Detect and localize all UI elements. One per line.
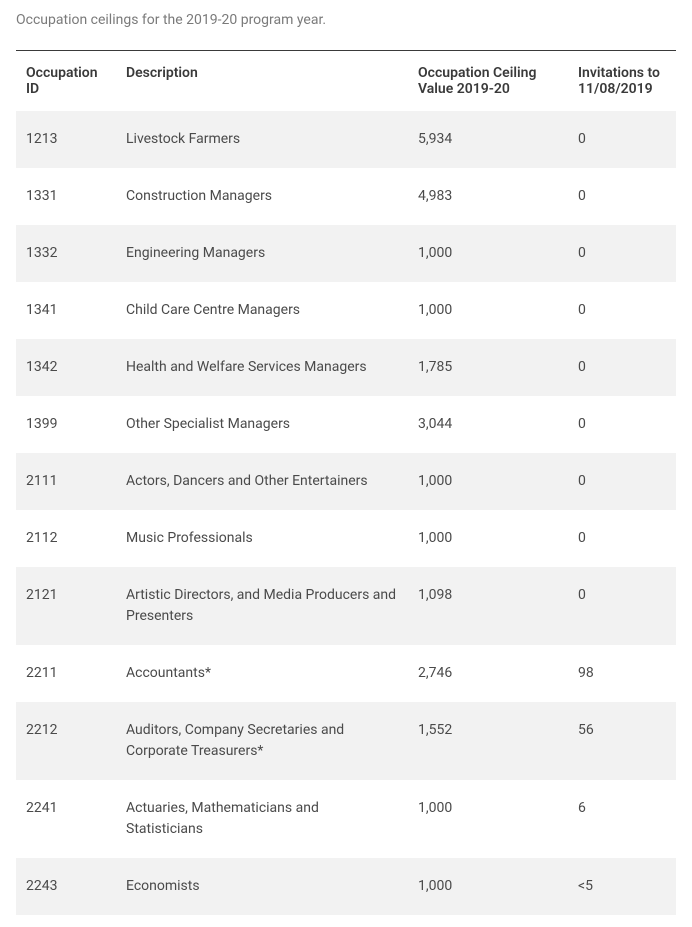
table-row: 1213Livestock Farmers5,9340 [16, 111, 676, 168]
cell-id: 2121 [16, 567, 116, 645]
table-row: 1399Other Specialist Managers3,0440 [16, 396, 676, 453]
cell-ceiling: 1,552 [408, 702, 568, 780]
cell-ceiling: 1,098 [408, 567, 568, 645]
table-row: 1341Child Care Centre Managers1,0000 [16, 282, 676, 339]
cell-ceiling: 1,000 [408, 780, 568, 858]
cell-desc: Child Care Centre Managers [116, 282, 408, 339]
cell-ceiling: 5,934 [408, 111, 568, 168]
column-header-ceiling: Occupation Ceiling Value 2019-20 [408, 51, 568, 112]
cell-id: 2111 [16, 453, 116, 510]
cell-desc: Health and Welfare Services Managers [116, 339, 408, 396]
cell-desc: Economists [116, 858, 408, 915]
cell-desc: Artistic Directors, and Media Producers … [116, 567, 408, 645]
cell-id: 2243 [16, 858, 116, 915]
table-row: 1342Health and Welfare Services Managers… [16, 339, 676, 396]
table-row: 2211Accountants*2,74698 [16, 645, 676, 702]
table-header-row: Occupation IDDescriptionOccupation Ceili… [16, 51, 676, 112]
cell-inv: 0 [568, 453, 676, 510]
cell-inv: 0 [568, 396, 676, 453]
cell-inv: 0 [568, 510, 676, 567]
table-row: 1332Engineering Managers1,0000 [16, 225, 676, 282]
cell-desc: Actors, Dancers and Other Entertainers [116, 453, 408, 510]
table-body: 1213Livestock Farmers5,93401331Construct… [16, 111, 676, 915]
cell-inv: 0 [568, 111, 676, 168]
cell-id: 1213 [16, 111, 116, 168]
cell-desc: Accountants* [116, 645, 408, 702]
cell-ceiling: 4,983 [408, 168, 568, 225]
cell-desc: Actuaries, Mathematicians and Statistici… [116, 780, 408, 858]
cell-inv: 0 [568, 567, 676, 645]
cell-ceiling: 1,000 [408, 858, 568, 915]
table-row: 2111Actors, Dancers and Other Entertaine… [16, 453, 676, 510]
cell-inv: <5 [568, 858, 676, 915]
cell-inv: 0 [568, 339, 676, 396]
cell-ceiling: 1,000 [408, 453, 568, 510]
cell-desc: Auditors, Company Secretaries and Corpor… [116, 702, 408, 780]
cell-ceiling: 1,785 [408, 339, 568, 396]
cell-id: 1342 [16, 339, 116, 396]
cell-inv: 98 [568, 645, 676, 702]
cell-id: 1332 [16, 225, 116, 282]
cell-desc: Other Specialist Managers [116, 396, 408, 453]
table-row: 2241Actuaries, Mathematicians and Statis… [16, 780, 676, 858]
column-header-id: Occupation ID [16, 51, 116, 112]
cell-desc: Livestock Farmers [116, 111, 408, 168]
cell-desc: Construction Managers [116, 168, 408, 225]
cell-id: 1341 [16, 282, 116, 339]
cell-id: 2211 [16, 645, 116, 702]
table-row: 2112Music Professionals1,0000 [16, 510, 676, 567]
cell-ceiling: 2,746 [408, 645, 568, 702]
cell-id: 2212 [16, 702, 116, 780]
cell-inv: 0 [568, 225, 676, 282]
column-header-desc: Description [116, 51, 408, 112]
table-row: 2121Artistic Directors, and Media Produc… [16, 567, 676, 645]
table-row: 2212Auditors, Company Secretaries and Co… [16, 702, 676, 780]
cell-ceiling: 1,000 [408, 510, 568, 567]
cell-inv: 0 [568, 168, 676, 225]
column-header-inv: Invitations to 11/08/2019 [568, 51, 676, 112]
cell-ceiling: 1,000 [408, 282, 568, 339]
cell-id: 1399 [16, 396, 116, 453]
cell-desc: Engineering Managers [116, 225, 408, 282]
table-row: 1331Construction Managers4,9830 [16, 168, 676, 225]
cell-id: 2112 [16, 510, 116, 567]
cell-ceiling: 1,000 [408, 225, 568, 282]
cell-desc: Music Professionals [116, 510, 408, 567]
table-row: 2243Economists1,000<5 [16, 858, 676, 915]
cell-id: 1331 [16, 168, 116, 225]
cell-inv: 56 [568, 702, 676, 780]
occupation-ceilings-table: Occupation IDDescriptionOccupation Ceili… [16, 50, 676, 915]
table-caption: Occupation ceilings for the 2019-20 prog… [16, 12, 676, 28]
cell-id: 2241 [16, 780, 116, 858]
cell-ceiling: 3,044 [408, 396, 568, 453]
cell-inv: 6 [568, 780, 676, 858]
cell-inv: 0 [568, 282, 676, 339]
